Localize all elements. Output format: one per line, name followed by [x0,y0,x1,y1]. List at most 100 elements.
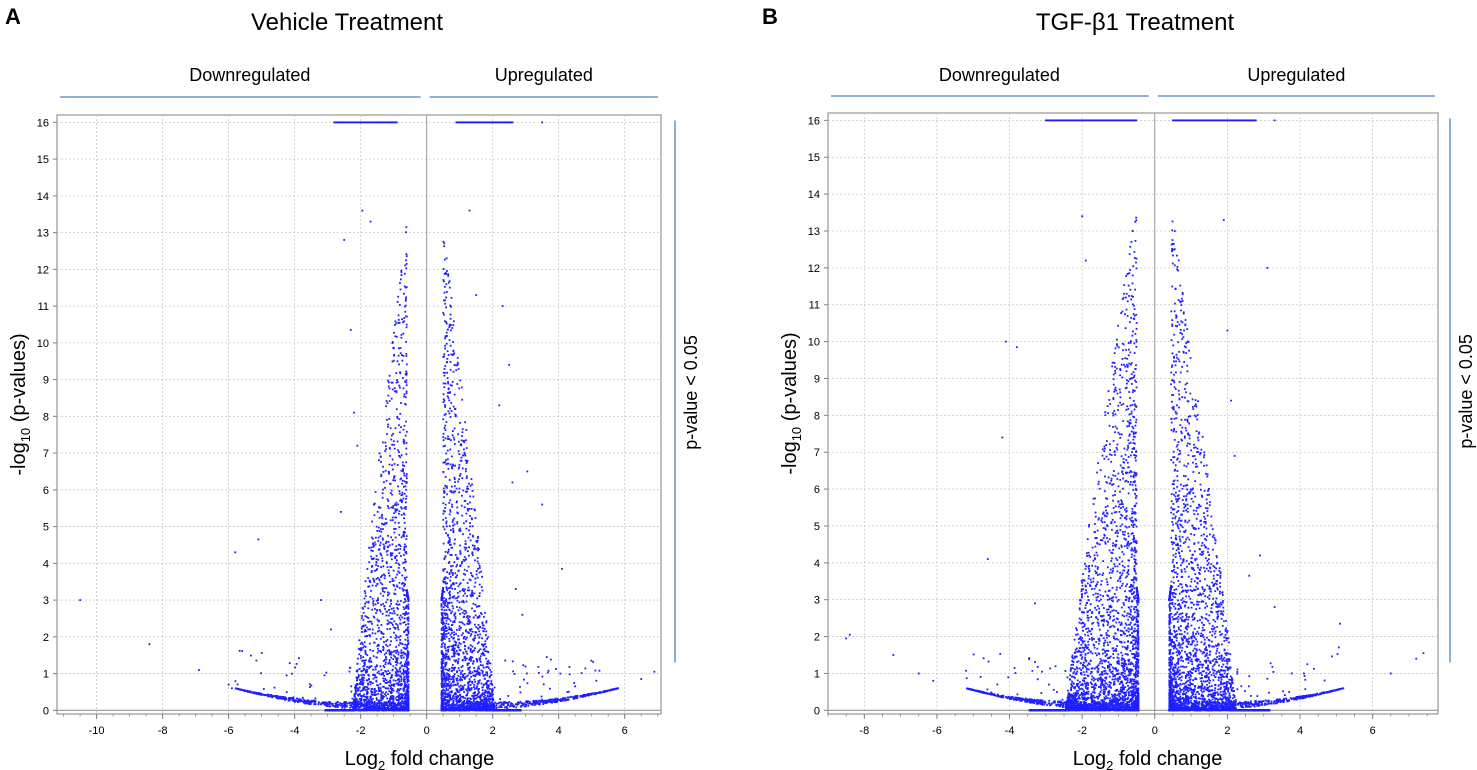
volcano-point [448,339,451,342]
volcano-point [453,683,456,686]
volcano-point [397,522,400,524]
volcano-point [378,452,381,455]
volcano-point [443,528,446,531]
volcano-point [369,683,372,686]
volcano-point [405,340,407,343]
volcano-point [442,398,445,401]
volcano-point [399,618,402,621]
volcano-point [405,538,408,541]
volcano-point [477,696,480,698]
volcano-point [448,668,451,670]
volcano-point [444,429,447,431]
volcano-point [447,679,449,681]
volcano-point [466,706,469,709]
volcano-point [509,709,512,712]
volcano-point [476,642,479,645]
volcano-point [403,320,406,323]
volcano-point [386,402,389,405]
volcano-point [457,467,460,470]
volcano-point [380,693,382,696]
volcano-point [453,655,455,658]
volcano-point [440,660,443,663]
volcano-point [485,704,487,706]
volcano-point [401,587,404,590]
volcano-point [373,702,376,705]
volcano-point [486,695,489,698]
volcano-point [398,680,401,683]
volcano-point [452,708,455,711]
volcano-point [392,696,394,699]
volcano-point [374,536,377,539]
volcano-point [464,657,467,660]
volcano-point [479,698,482,700]
volcano-point [405,255,408,258]
volcano-point [354,686,356,689]
volcano-point [469,670,472,673]
volcano-point [391,698,394,700]
volcano-point [447,396,450,399]
volcano-point [376,645,379,647]
volcano-point [454,490,457,493]
volcano-point [363,674,366,677]
volcano-point [441,704,444,707]
volcano-point [403,561,406,564]
volcano-point [404,298,407,301]
volcano-point [458,629,461,632]
volcano-point [452,680,455,683]
volcano-point [444,382,447,385]
volcano-point [468,482,470,485]
volcano-point [479,664,482,666]
volcano-point [449,463,452,466]
volcano-point [469,495,472,498]
volcano-point [464,468,467,470]
volcano-point [467,681,470,683]
volcano-point [398,454,400,457]
volcano-point [443,399,446,402]
volcano-point [371,564,374,567]
volcano-point [406,605,409,608]
volcano-point [363,693,365,696]
volcano-point [405,675,408,678]
volcano-point [462,676,464,679]
volcano-point [404,501,407,504]
volcano-point [450,570,452,572]
volcano-point [357,700,360,703]
volcano-point [477,690,480,693]
volcano-point [445,675,448,678]
volcano-point [465,629,467,632]
volcano-point [444,517,447,520]
volcano-point [455,704,458,707]
volcano-point [399,499,402,502]
volcano-point [478,695,481,698]
volcano-point [467,647,470,650]
volcano-point [395,671,397,674]
volcano-point [355,691,357,694]
volcano-point [476,597,479,600]
volcano-point [364,580,367,583]
volcano-point [468,658,471,661]
volcano-point [441,679,444,681]
volcano-point [461,611,464,614]
volcano-point [451,572,454,575]
volcano-point [406,666,409,669]
volcano-point [447,533,449,536]
volcano-point [375,697,378,700]
volcano-point [373,616,376,619]
volcano-point [462,599,465,602]
volcano-point [472,697,475,700]
volcano-point [444,302,447,305]
volcano-point [453,614,456,617]
volcano-point [392,695,395,698]
volcano-point [364,615,367,617]
volcano-point [374,632,377,635]
volcano-point [376,582,379,585]
volcano-point [443,609,446,612]
volcano-point [442,633,445,635]
volcano-point [387,572,390,575]
volcano-point [462,440,465,443]
volcano-point [452,684,455,687]
volcano-point [402,562,405,564]
volcano-point [395,381,398,384]
volcano-point [383,605,386,607]
volcano-point [477,623,480,626]
